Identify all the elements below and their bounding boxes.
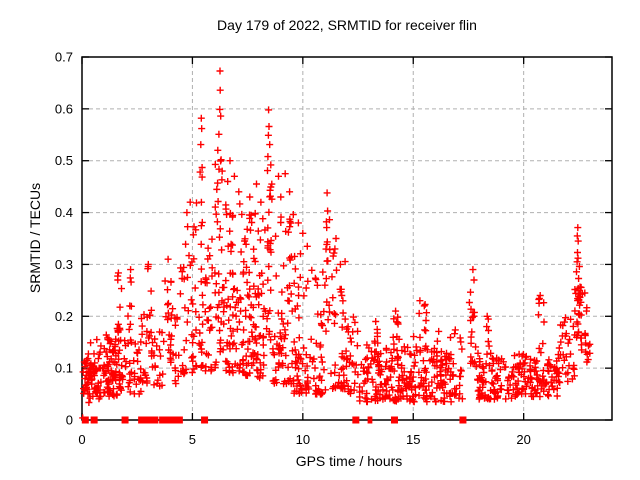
zero-flag-square [159, 416, 167, 424]
y-tick-label: 0.3 [55, 257, 73, 272]
zero-flag-square [179, 416, 183, 424]
zero-flag-square [173, 416, 181, 424]
zero-flag-markers [81, 416, 467, 424]
plot-border [81, 56, 613, 421]
zero-flag-square [165, 416, 173, 424]
x-axis-label: GPS time / hours [296, 453, 403, 469]
x-tick-label: 5 [189, 432, 196, 447]
zero-flag-square [121, 416, 129, 424]
y-tick-label: 0.1 [55, 361, 73, 376]
data-point-crosses [79, 67, 594, 422]
y-tick-label: 0.5 [55, 153, 73, 168]
y-tick-label: 0.2 [55, 309, 73, 324]
y-tick-label: 0.7 [55, 50, 73, 65]
tick-labels: 0 5 10 15 20 0 0.1 0.2 0.3 0.4 0.5 0.6 0.7 [55, 50, 531, 448]
zero-flag-square [81, 416, 89, 424]
x-tick-label: 20 [516, 432, 530, 447]
zero-flag-square [390, 416, 398, 424]
zero-flag-square [367, 416, 371, 424]
zero-flag-square [352, 416, 360, 424]
zero-flag-square [151, 416, 159, 424]
chart-title: Day 179 of 2022, SRMTID for receiver fli… [217, 17, 477, 33]
y-tick-label: 0.6 [55, 101, 73, 116]
zero-flag-square [201, 416, 209, 424]
zero-flag-square [178, 416, 182, 424]
x-tick-label: 15 [406, 432, 420, 447]
x-tick-label: 0 [78, 432, 85, 447]
zero-flag-square [369, 416, 373, 424]
y-axis-label: SRMTID / TECUs [27, 183, 43, 293]
y-tick-label: 0 [66, 413, 73, 428]
y-tick-label: 0.4 [55, 205, 73, 220]
x-tick-label: 10 [296, 432, 310, 447]
scatter-points [79, 67, 594, 422]
zero-flag-square [459, 416, 467, 424]
zero-flag-square [90, 416, 98, 424]
